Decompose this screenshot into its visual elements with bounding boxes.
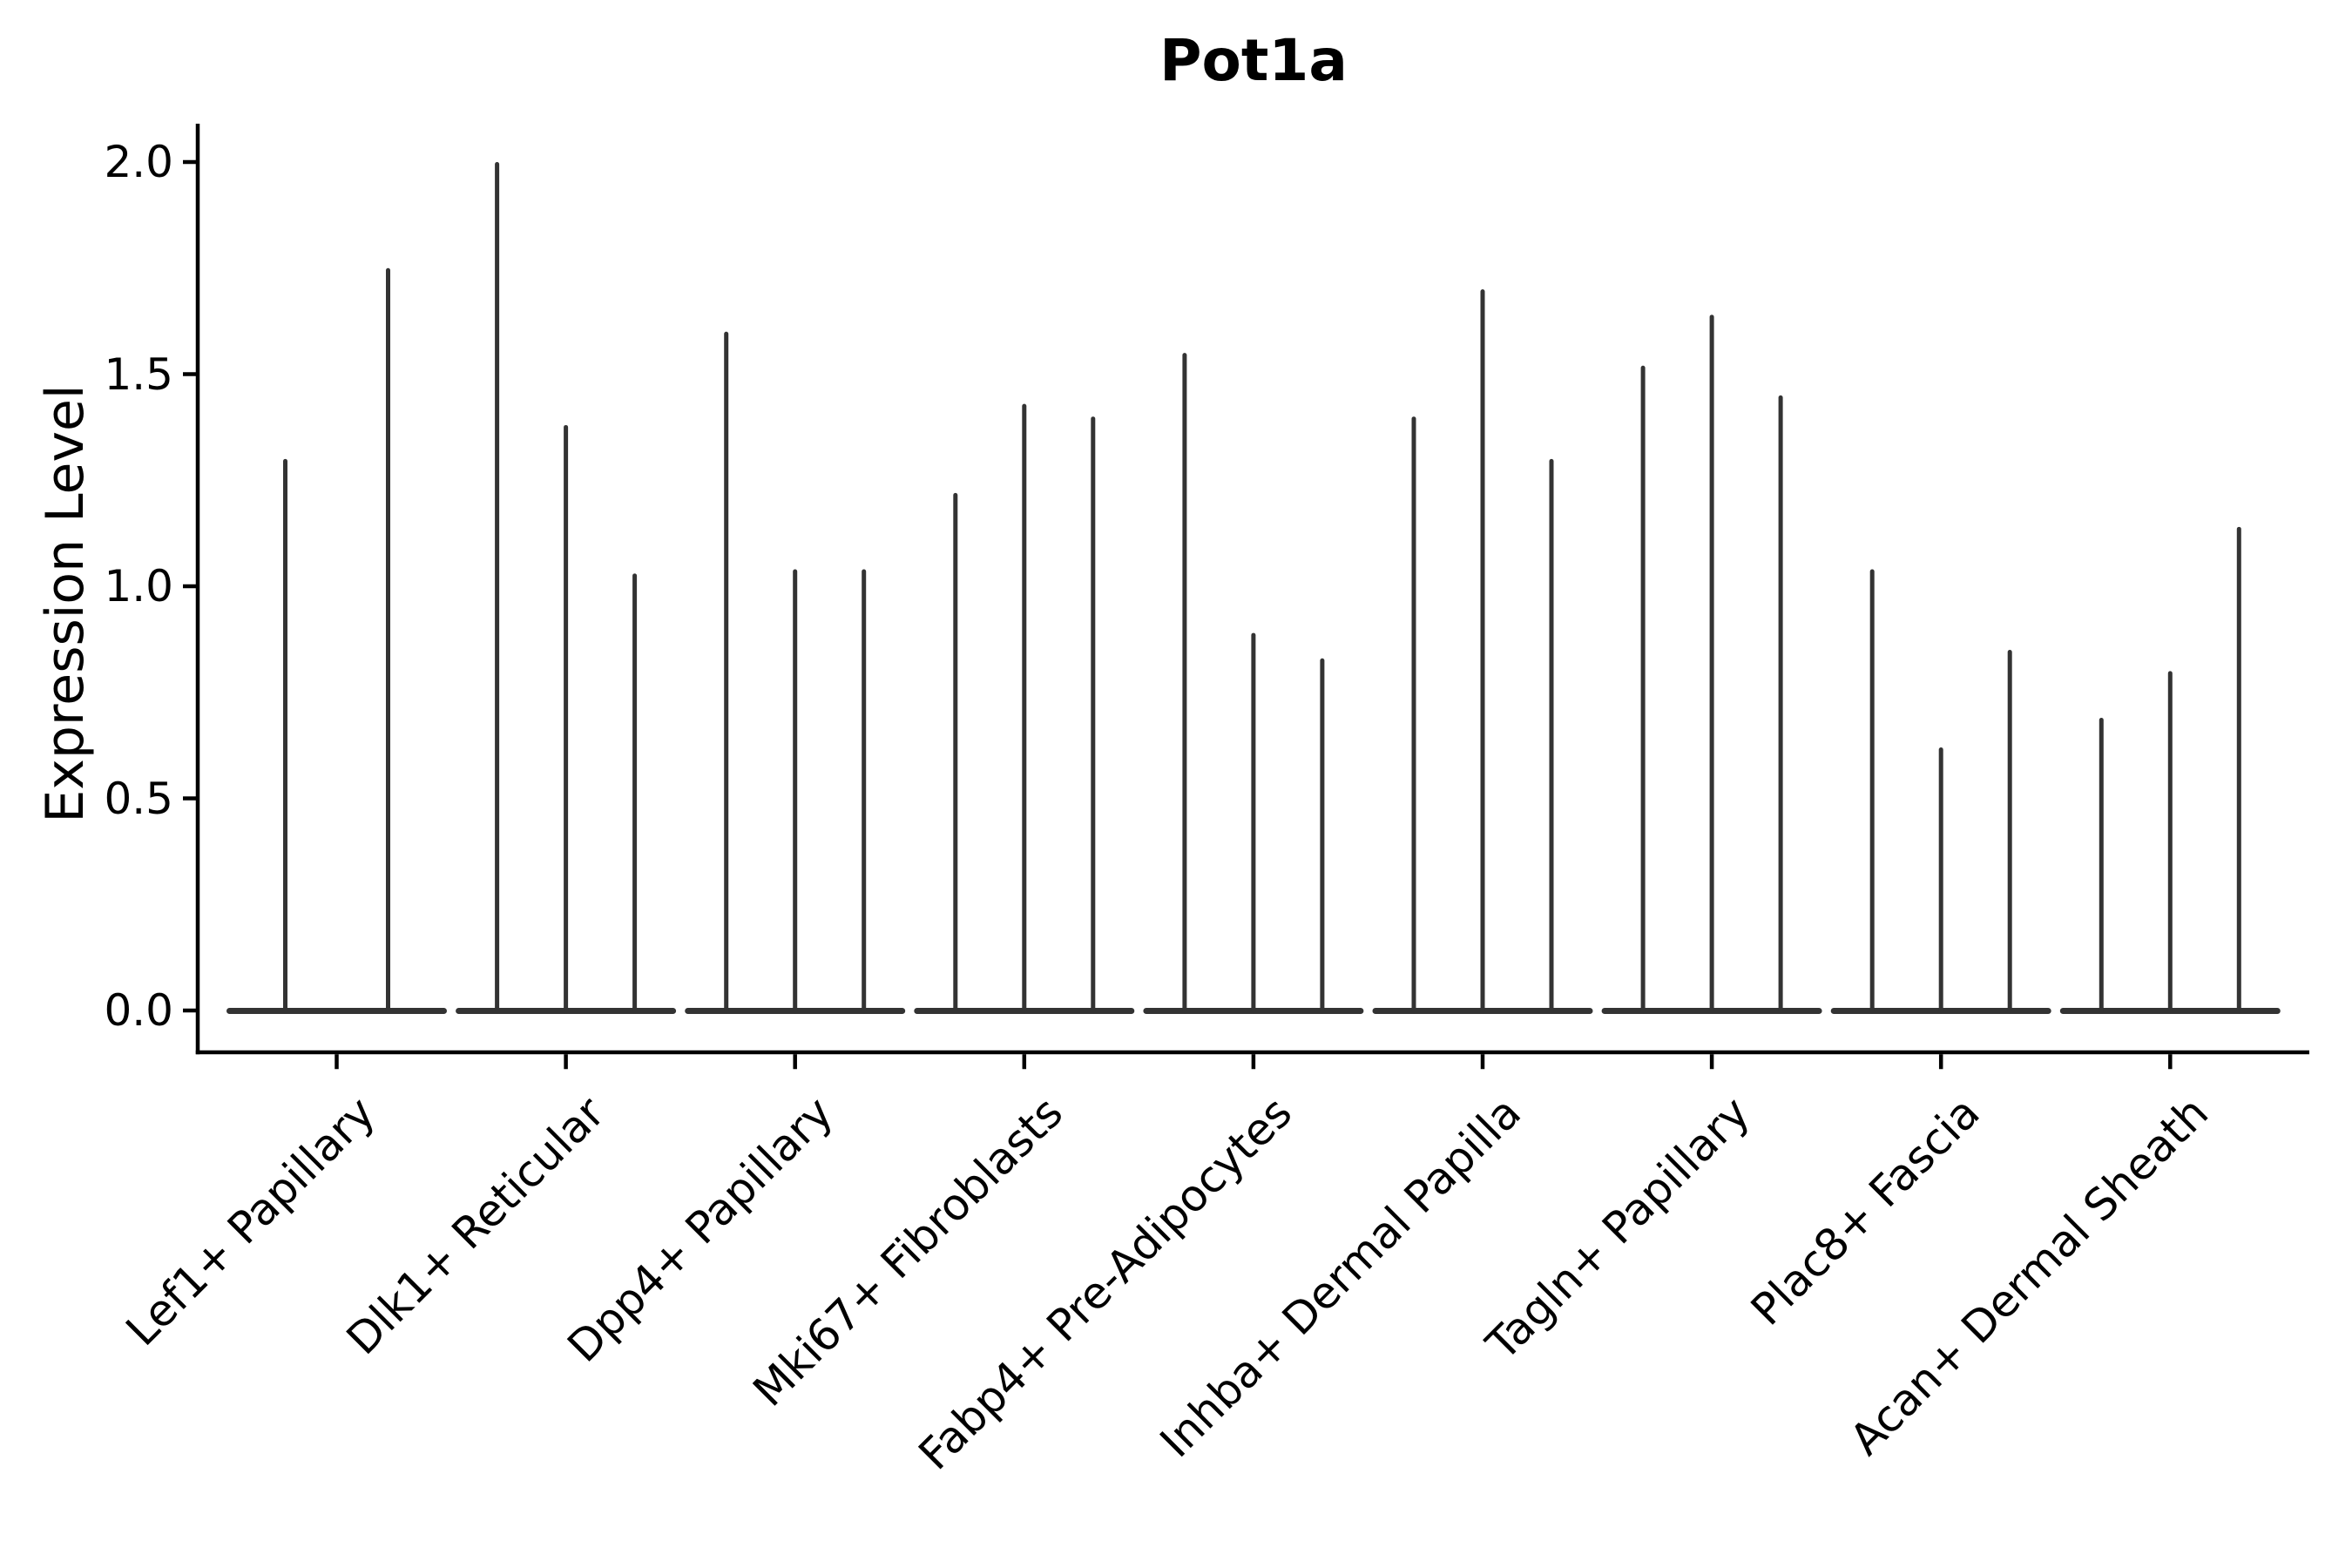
y-tick-label-2.0: 2.0 <box>104 137 173 187</box>
y-tick-label-0.0: 0.0 <box>104 985 173 1036</box>
y-tick-label-0.5: 0.5 <box>104 773 173 824</box>
y-tick-label-1.0: 1.0 <box>104 561 173 612</box>
chart-title: Pot1a <box>1159 27 1348 94</box>
y-tick-label-1.5: 1.5 <box>104 348 173 400</box>
